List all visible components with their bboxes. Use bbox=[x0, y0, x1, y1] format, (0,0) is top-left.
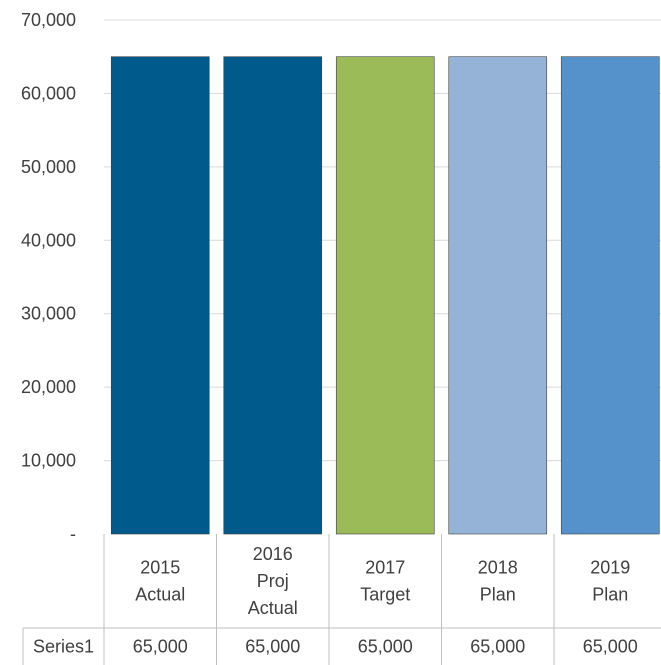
bar bbox=[335, 56, 435, 535]
x-tick-label: 2016 bbox=[253, 544, 293, 564]
y-axis: - 10,000 20,000 30,000 40,000 50,000 60,000 70,… bbox=[21, 10, 76, 544]
x-tick-label: Actual bbox=[248, 598, 298, 618]
bars bbox=[110, 56, 660, 535]
x-tick-label: 2015 bbox=[140, 558, 180, 578]
x-tick-label: Plan bbox=[480, 585, 516, 605]
x-tick-label: 2019 bbox=[590, 558, 630, 578]
bar bbox=[448, 56, 548, 535]
data-table: 2015 Actual 2016 Proj Actual 2017 Target 2018 Pl… bbox=[22, 534, 661, 665]
x-tick-label: Actual bbox=[135, 585, 185, 605]
y-tick-label: 20,000 bbox=[21, 377, 76, 397]
bar bbox=[110, 56, 210, 535]
data-table-value: 65,000 bbox=[358, 637, 413, 657]
x-tick-label: Plan bbox=[592, 585, 628, 605]
data-table-value: 65,000 bbox=[470, 637, 525, 657]
bar bbox=[223, 56, 323, 535]
y-tick-label: - bbox=[70, 524, 76, 544]
y-tick-label: 70,000 bbox=[21, 10, 76, 30]
x-tick-label: 2018 bbox=[478, 558, 518, 578]
x-tick-label: Proj bbox=[257, 571, 289, 591]
series-name: Series1 bbox=[33, 637, 94, 657]
y-tick-label: 10,000 bbox=[21, 451, 76, 471]
y-tick-label: 30,000 bbox=[21, 304, 76, 324]
y-tick-label: 60,000 bbox=[21, 83, 76, 103]
data-table-value: 65,000 bbox=[583, 637, 638, 657]
data-table-value: 65,000 bbox=[245, 637, 300, 657]
x-tick-label: 2017 bbox=[365, 558, 405, 578]
x-tick-label: Target bbox=[360, 585, 410, 605]
data-table-value: 65,000 bbox=[133, 637, 188, 657]
y-tick-label: 40,000 bbox=[21, 230, 76, 250]
y-tick-label: 50,000 bbox=[21, 157, 76, 177]
bar bbox=[560, 56, 660, 535]
